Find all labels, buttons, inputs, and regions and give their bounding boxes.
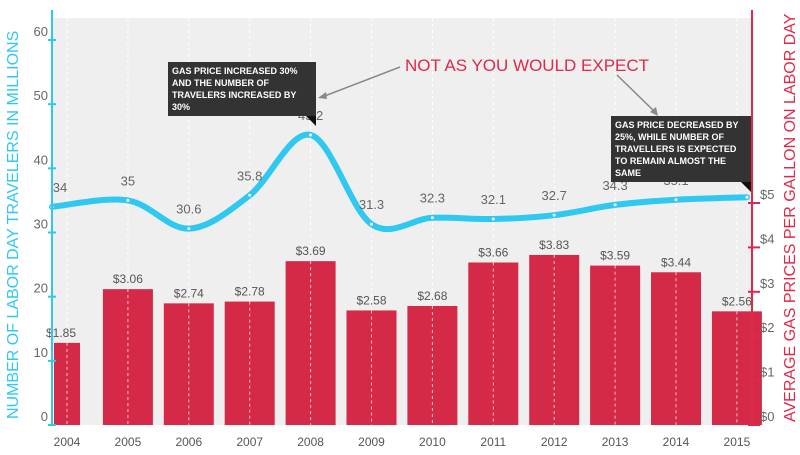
bar-data-label: $3.06 bbox=[113, 272, 143, 286]
line-point bbox=[491, 217, 495, 221]
y-tick-label: 40 bbox=[34, 152, 48, 167]
bar-data-label: $3.69 bbox=[296, 244, 326, 258]
bar bbox=[285, 261, 336, 425]
y2-tick-label: $2 bbox=[760, 320, 774, 335]
y2-tick-label: $3 bbox=[760, 276, 774, 291]
y-axis-label: NUMBER OF LABOR DAY TRAVELERS IN MILLION… bbox=[5, 30, 22, 419]
bar-data-label: $1.85 bbox=[46, 326, 76, 340]
line-data-label: 34 bbox=[53, 180, 67, 195]
line-point bbox=[674, 198, 678, 202]
bar-data-label: $3.83 bbox=[539, 238, 569, 252]
x-tick-label: 2004 bbox=[54, 435, 81, 449]
headline-annotation: NOT AS YOU WOULD EXPECT bbox=[405, 56, 650, 75]
line-data-label: 32.1 bbox=[481, 192, 506, 207]
plot-background bbox=[52, 18, 752, 425]
line-point bbox=[309, 133, 313, 137]
line-data-label: 35 bbox=[121, 173, 135, 188]
x-tick-label: 2005 bbox=[115, 435, 142, 449]
y-tick-label: 50 bbox=[34, 88, 48, 103]
arrow-head bbox=[650, 107, 658, 116]
bar bbox=[468, 262, 519, 425]
line-point bbox=[126, 198, 130, 202]
y-tick-label: 20 bbox=[34, 281, 48, 296]
bar-data-label: $3.44 bbox=[661, 255, 691, 269]
x-tick-label: 2008 bbox=[297, 435, 324, 449]
y-tick-label: 10 bbox=[34, 345, 48, 360]
x-tick-label: 2007 bbox=[236, 435, 263, 449]
bar-data-label: $2.58 bbox=[356, 293, 386, 307]
y2-axis-label: AVERAGE GAS PRICES PER GALLON ON LABOR D… bbox=[782, 13, 799, 422]
line-point bbox=[187, 227, 191, 231]
x-tick-label: 2010 bbox=[419, 435, 446, 449]
arrow-2015 bbox=[616, 74, 656, 113]
line-point bbox=[745, 195, 749, 199]
line-point bbox=[613, 203, 617, 207]
x-tick-label: 2011 bbox=[480, 435, 506, 449]
line-data-label: 30.6 bbox=[176, 202, 201, 217]
bar-data-label: $2.56 bbox=[722, 294, 752, 308]
line-data-label: 31.3 bbox=[359, 197, 384, 212]
line-point bbox=[370, 222, 373, 226]
line-data-label: 32.3 bbox=[420, 191, 445, 206]
arrow-2008 bbox=[321, 66, 401, 98]
x-tick-label: 2009 bbox=[358, 435, 385, 449]
note-2008: GAS PRICE INCREASED 30% AND THE NUMBER O… bbox=[168, 62, 316, 126]
bar-data-label: $2.68 bbox=[417, 289, 447, 303]
y2-tick-label: $5 bbox=[760, 187, 774, 202]
line-data-label: 32.7 bbox=[542, 188, 567, 203]
bar-data-label: $3.66 bbox=[478, 245, 508, 259]
y-tick-label: 0 bbox=[41, 409, 48, 424]
bar-data-label: $3.59 bbox=[600, 249, 630, 263]
y-tick-label: 30 bbox=[34, 217, 48, 232]
x-tick-label: 2006 bbox=[175, 435, 202, 449]
x-tick-label: 2012 bbox=[541, 435, 568, 449]
line-point bbox=[552, 213, 556, 217]
x-tick-label: 2015 bbox=[724, 435, 751, 449]
x-tick-label: 2013 bbox=[602, 435, 629, 449]
y-tick-label: 60 bbox=[34, 24, 48, 39]
y2-tick-label: $0 bbox=[760, 409, 774, 424]
bar bbox=[407, 306, 458, 425]
bar bbox=[651, 272, 701, 425]
note-2015: GAS PRICE DECREASED BY 25%, WHILE NUMBER… bbox=[611, 116, 751, 192]
y2-tick-label: $4 bbox=[760, 231, 774, 246]
line-point bbox=[248, 193, 252, 197]
bar-data-label: $2.78 bbox=[235, 285, 265, 299]
arrow-head bbox=[318, 92, 327, 99]
y2-tick-label: $1 bbox=[760, 365, 774, 380]
x-tick-label: 2014 bbox=[663, 435, 690, 449]
line-data-label: 35.8 bbox=[237, 168, 262, 183]
bar-data-label: $2.74 bbox=[174, 286, 204, 300]
line-point bbox=[430, 216, 434, 220]
